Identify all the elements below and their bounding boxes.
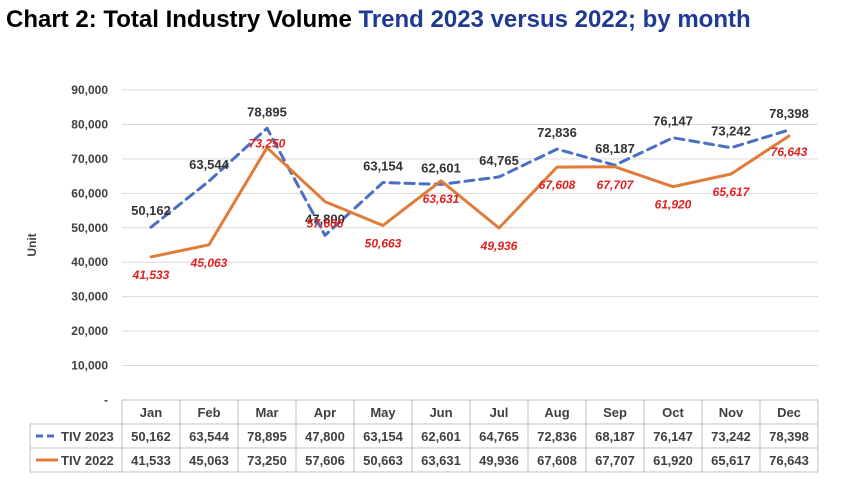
legend-label: TIV 2023 (61, 429, 114, 444)
data-label: 65,617 (713, 185, 751, 199)
table-cell: 45,063 (189, 453, 229, 468)
data-label: 76,147 (653, 114, 693, 129)
table-cell: 67,608 (537, 453, 577, 468)
y-tick-label: - (104, 393, 108, 407)
x-category-label: Jun (429, 405, 452, 420)
legend-label: TIV 2022 (61, 453, 114, 468)
data-label: 76,643 (771, 145, 808, 159)
x-category-label: Oct (662, 405, 684, 420)
y-tick-label: 90,000 (71, 83, 108, 97)
y-axis-label: Unit (25, 233, 39, 256)
data-label: 50,663 (365, 236, 402, 250)
table-cell: 67,707 (595, 453, 635, 468)
table-cell: 78,895 (247, 429, 287, 444)
x-category-label: Jan (140, 405, 162, 420)
y-tick-label: 60,000 (71, 186, 108, 200)
data-label: 78,895 (247, 104, 287, 119)
y-tick-label: 70,000 (71, 152, 108, 166)
table-cell: 57,606 (305, 453, 345, 468)
chart-title-part2: Trend 2023 versus 2022; by month (358, 6, 751, 33)
series-line-tiv2023 (149, 126, 791, 237)
data-label: 67,707 (597, 178, 635, 192)
x-category-label: Jul (490, 405, 509, 420)
table-cell: 50,162 (131, 429, 171, 444)
data-label: 41,533 (132, 268, 170, 282)
table-cell: 78,398 (769, 429, 809, 444)
x-category-label: Aug (544, 405, 569, 420)
data-label: 68,187 (595, 141, 635, 156)
x-category-label: Mar (255, 405, 278, 420)
data-label: 45,063 (190, 256, 228, 270)
chart-title-part1: Chart 2: Total Industry Volume (6, 6, 352, 33)
table-cell: 49,936 (479, 453, 519, 468)
y-tick-label: 30,000 (71, 290, 108, 304)
x-category-label: Dec (777, 405, 801, 420)
data-label: 61,920 (655, 198, 692, 212)
data-label: 57,606 (307, 217, 344, 231)
data-label: 73,242 (711, 124, 751, 139)
table-cell: 65,617 (711, 453, 751, 468)
table-cell: 50,663 (363, 453, 403, 468)
table-cell: 63,544 (189, 429, 230, 444)
data-label: 64,765 (479, 153, 519, 168)
table-cell: 76,147 (653, 429, 693, 444)
chart-title: Chart 2: Total Industry Volume Trend 202… (6, 6, 751, 34)
table-cell: 41,533 (131, 453, 171, 468)
series-line-tiv2022 (149, 134, 791, 259)
y-tick-label: 50,000 (71, 221, 108, 235)
table-cell: 68,187 (595, 429, 635, 444)
table-cell: 63,154 (363, 429, 404, 444)
data-label: 50,162 (131, 203, 171, 218)
table-cell: 73,242 (711, 429, 751, 444)
data-label: 49,936 (480, 239, 518, 253)
table-cell: 64,765 (479, 429, 519, 444)
x-category-label: Feb (197, 405, 220, 420)
data-label: 63,154 (363, 158, 404, 173)
table-cell: 73,250 (247, 453, 287, 468)
data-label: 72,836 (537, 125, 577, 140)
data-label: 62,601 (421, 160, 461, 175)
x-category-label: May (370, 405, 396, 420)
y-tick-label: 80,000 (71, 117, 108, 131)
y-tick-label: 20,000 (71, 324, 108, 338)
data-label: 47,800 (305, 211, 345, 226)
data-label: 67,608 (539, 178, 576, 192)
table-cell: 61,920 (653, 453, 693, 468)
data-label: 78,398 (769, 106, 809, 121)
table-cell: 47,800 (305, 429, 345, 444)
data-label: 63,544 (189, 157, 230, 172)
x-category-label: Nov (719, 405, 744, 420)
table-cell: 72,836 (537, 429, 577, 444)
table-cell: 76,643 (769, 453, 809, 468)
x-category-label: Apr (314, 405, 336, 420)
x-category-label: Sep (603, 405, 627, 420)
data-label: 73,250 (249, 137, 286, 151)
y-tick-label: 40,000 (71, 255, 108, 269)
data-label: 63,631 (423, 192, 460, 206)
y-tick-label: 10,000 (71, 359, 108, 373)
table-cell: 63,631 (421, 453, 461, 468)
table-cell: 62,601 (421, 429, 461, 444)
